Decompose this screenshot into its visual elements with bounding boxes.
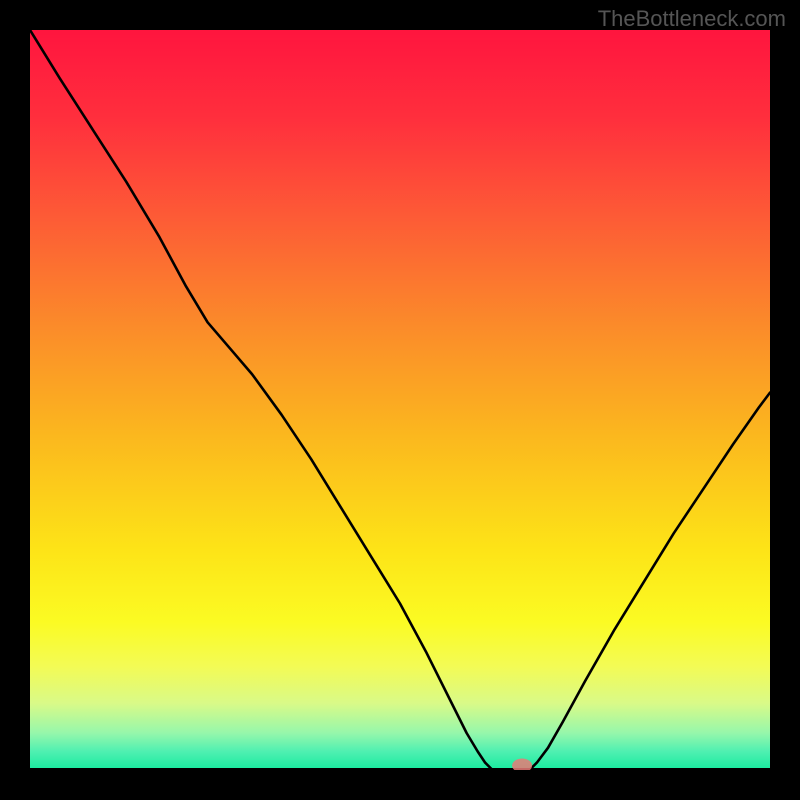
watermark-text: TheBottleneck.com [598,6,786,32]
chart-background-gradient [30,30,770,770]
plot-area [30,30,770,770]
bottleneck-chart-svg [30,30,770,770]
